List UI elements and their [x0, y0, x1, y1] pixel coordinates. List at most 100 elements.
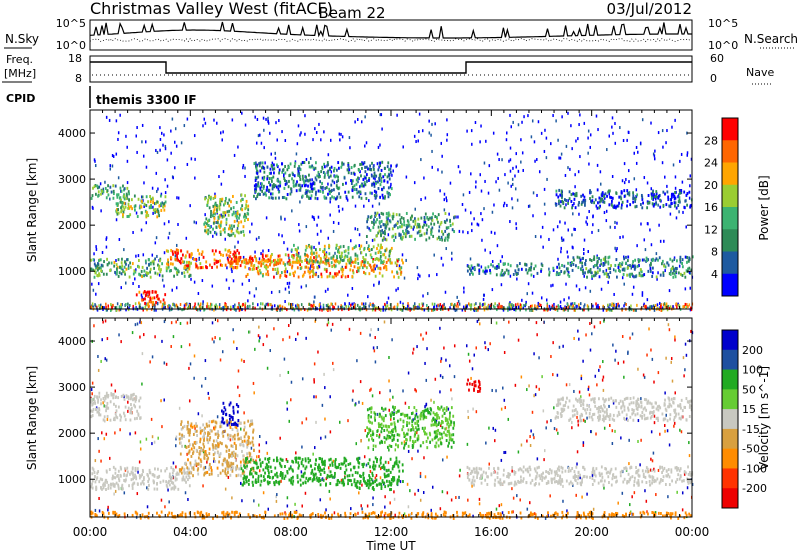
power-cell: [214, 204, 216, 208]
power-cell: [356, 266, 359, 270]
power-cell: [348, 302, 351, 306]
power-cell: [263, 146, 265, 150]
power-cell: [608, 134, 610, 138]
power-cell: [194, 262, 197, 266]
power-cell: [392, 212, 395, 216]
power-cell: [185, 264, 188, 268]
power-cell: [515, 303, 517, 307]
power-cell: [444, 238, 446, 242]
power-cell: [530, 262, 533, 266]
power-cell: [363, 204, 365, 208]
velocity-cell: [93, 394, 96, 398]
power-cell: [298, 229, 301, 233]
velocity-cell: [229, 438, 232, 442]
power-cell: [667, 198, 670, 202]
power-cell: [288, 259, 291, 263]
power-cell: [374, 251, 377, 255]
power-cell: [428, 119, 430, 123]
velocity-cell: [430, 508, 432, 512]
velocity-cell: [100, 359, 102, 363]
power-cell: [593, 257, 596, 261]
power-cell: [187, 266, 189, 270]
power-cell: [190, 261, 192, 265]
power-cell: [405, 223, 408, 227]
velocity-cell: [124, 405, 127, 409]
power-cell: [443, 198, 446, 202]
velocity-cell: [170, 345, 172, 349]
velocity-cell: [473, 353, 475, 357]
power-cell: [280, 258, 283, 262]
velocity-cell: [373, 349, 376, 353]
power-cell: [184, 267, 187, 271]
power-cell: [359, 185, 361, 189]
power-cell: [349, 146, 351, 150]
power-cell: [218, 215, 221, 219]
power-cell: [173, 274, 175, 278]
power-cell: [337, 249, 339, 253]
power-cell: [141, 298, 143, 302]
power-cell: [564, 221, 566, 225]
velocity-cell: [520, 443, 523, 447]
power-cell: [331, 275, 334, 279]
power-cell: [215, 204, 218, 208]
velocity-cell: [576, 450, 579, 454]
power-cell: [274, 184, 277, 188]
velocity-cell: [424, 361, 426, 365]
power-cell: [580, 202, 583, 206]
power-cell: [382, 308, 384, 312]
power-cell: [243, 258, 246, 262]
power-cell: [257, 265, 260, 269]
power-cell: [378, 229, 381, 233]
power-cell: [536, 305, 538, 309]
velocity-cell: [543, 320, 545, 324]
velocity-cell: [93, 397, 95, 401]
power-cell: [360, 196, 363, 200]
power-cell: [625, 303, 627, 307]
power-cell: [391, 270, 394, 274]
power-cell: [509, 220, 511, 224]
velocity-cell: [146, 505, 149, 509]
power-cell: [319, 174, 321, 178]
power-cell: [310, 264, 312, 268]
power-cell: [499, 259, 502, 263]
power-cell: [501, 255, 503, 259]
power-cell: [183, 271, 186, 275]
power-cell: [632, 260, 634, 264]
velocity-cell: [163, 398, 165, 402]
velocity-cell: [135, 397, 138, 401]
power-cell: [166, 158, 169, 162]
power-cell: [113, 264, 116, 268]
power-cell: [394, 232, 397, 236]
power-cell: [621, 268, 624, 272]
velocity-cell: [164, 505, 166, 509]
power-cell: [388, 254, 391, 258]
velocity-cell: [637, 439, 639, 443]
power-cell: [584, 271, 586, 275]
velocity-cell: [265, 441, 268, 445]
velocity-cell: [443, 346, 445, 350]
power-cell: [377, 145, 380, 149]
power-cell: [354, 227, 357, 231]
power-cell: [154, 290, 157, 294]
power-cell: [489, 271, 492, 275]
velocity-cell: [550, 419, 552, 423]
power-cell: [637, 260, 640, 264]
power-cell: [255, 183, 257, 187]
power-cell: [673, 257, 676, 261]
power-cell: [640, 193, 643, 197]
power-cell: [286, 181, 288, 185]
power-cell: [245, 205, 248, 209]
power-cell: [361, 161, 363, 165]
power-cell: [263, 184, 265, 188]
velocity-cell: [100, 402, 102, 406]
power-cell: [271, 253, 273, 257]
power-cell: [138, 305, 141, 309]
velocity-cell: [219, 358, 222, 362]
velocity-cell: [436, 434, 439, 438]
power-cell: [444, 220, 447, 224]
power-cell: [158, 297, 160, 301]
power-cell: [517, 272, 519, 276]
power-cell: [643, 238, 646, 242]
power-cell: [109, 164, 112, 168]
velocity-cell: [123, 491, 126, 495]
